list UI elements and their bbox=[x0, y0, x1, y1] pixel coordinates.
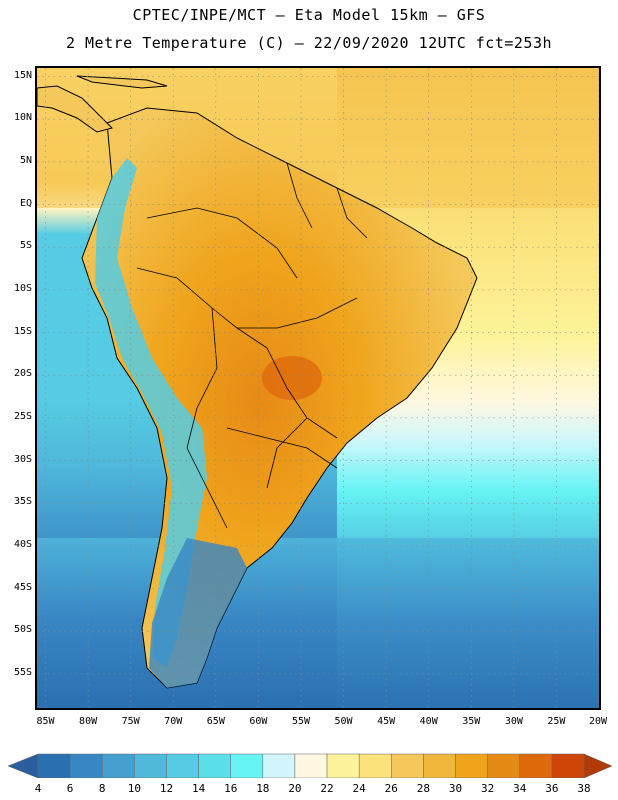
lon-label-12: 25W bbox=[547, 716, 566, 727]
andes-cool-strip bbox=[95, 158, 207, 668]
colorbar-label-10: 24 bbox=[352, 782, 366, 795]
colorbar-label-5: 14 bbox=[191, 782, 206, 795]
colorbar-label-16: 36 bbox=[545, 782, 559, 795]
colorbar-label-14: 32 bbox=[481, 782, 495, 795]
colorbar-swatch-8 bbox=[294, 753, 328, 778]
temperature-colorbar bbox=[7, 753, 613, 778]
colorbar-swatch-10 bbox=[358, 753, 392, 778]
colorbar-swatch-12 bbox=[423, 753, 456, 778]
map-title-line-2: 2 Metre Temperature (C) – 22/09/2020 12U… bbox=[65, 34, 553, 52]
colorbar-swatch-7 bbox=[262, 753, 296, 778]
lat-label-9: 30S bbox=[13, 453, 32, 465]
colorbar-label-0: 4 bbox=[34, 782, 42, 795]
colorbar-swatch-2 bbox=[101, 753, 135, 778]
colorbar-swatch-6 bbox=[230, 753, 264, 778]
lon-label-3: 70W bbox=[164, 716, 183, 727]
colorbar-label-13: 30 bbox=[448, 782, 463, 795]
lat-label-11: 40S bbox=[13, 538, 32, 550]
colorbar-low-arrow bbox=[7, 753, 39, 778]
colorbar-label-15: 34 bbox=[513, 782, 527, 795]
colorbar-swatch-11 bbox=[391, 753, 424, 778]
colorbar-label-1: 6 bbox=[66, 782, 74, 795]
lon-label-10: 35W bbox=[462, 716, 481, 727]
lon-label-5: 60W bbox=[249, 716, 268, 727]
colorbar-label-12: 28 bbox=[416, 782, 431, 795]
lon-label-1: 80W bbox=[79, 716, 98, 727]
lat-lon-grid bbox=[37, 68, 599, 708]
lat-label-3: EQ bbox=[19, 197, 32, 209]
lat-label-7: 20S bbox=[13, 368, 32, 380]
colorbar-label-7: 18 bbox=[256, 782, 270, 795]
lat-label-8: 25S bbox=[13, 410, 32, 422]
lat-label-0: 15N bbox=[13, 69, 32, 81]
colorbar-swatch-16 bbox=[551, 753, 585, 778]
colorbar-swatch-9 bbox=[326, 753, 360, 778]
colorbar-swatch-5 bbox=[198, 753, 231, 778]
lon-label-4: 65W bbox=[206, 716, 225, 727]
lon-label-11: 30W bbox=[504, 716, 523, 727]
lat-label-6: 15S bbox=[13, 325, 32, 337]
lat-label-10: 35S bbox=[13, 496, 32, 508]
map-title-line-1: CPTEC/INPE/MCT – Eta Model 15km – GFS bbox=[132, 6, 486, 24]
colorbar-swatch-15 bbox=[519, 753, 553, 778]
lon-label-13: 20W bbox=[588, 716, 608, 727]
colorbar-swatch-13 bbox=[455, 753, 488, 778]
temperature-map-canvas bbox=[37, 68, 599, 708]
colorbar-label-17: 38 bbox=[577, 782, 591, 795]
lat-label-4: 5S bbox=[19, 240, 32, 252]
lat-label-5: 10S bbox=[13, 282, 32, 294]
temperature-map bbox=[35, 66, 601, 710]
central-america-land bbox=[37, 85, 113, 133]
colorbar-label-4: 12 bbox=[159, 782, 174, 795]
country-borders bbox=[136, 162, 368, 529]
lat-label-14: 55S bbox=[13, 666, 32, 678]
lat-label-12: 45S bbox=[13, 581, 32, 593]
lon-label-9: 40W bbox=[419, 716, 438, 727]
lon-label-6: 55W bbox=[291, 716, 310, 727]
southern-ocean-field bbox=[37, 538, 599, 708]
colorbar-label-3: 10 bbox=[127, 782, 141, 795]
colorbar-swatch-0 bbox=[37, 753, 71, 778]
colorbar-label-6: 16 bbox=[224, 782, 238, 795]
colorbar-label-8: 20 bbox=[288, 782, 302, 795]
lon-label-7: 50W bbox=[334, 716, 353, 727]
colorbar-label-9: 22 bbox=[320, 782, 334, 795]
lat-label-2: 5N bbox=[19, 154, 32, 166]
lat-label-1: 10N bbox=[13, 112, 32, 124]
colorbar-high-arrow bbox=[583, 753, 613, 778]
colorbar-swatch-3 bbox=[134, 753, 167, 778]
lat-label-13: 50S bbox=[13, 624, 32, 636]
colorbar-swatch-4 bbox=[166, 753, 199, 778]
lon-label-2: 75W bbox=[121, 716, 140, 727]
lon-label-0: 85W bbox=[36, 716, 55, 727]
colorbar-swatch-14 bbox=[487, 753, 521, 778]
cuba-island bbox=[76, 75, 168, 89]
colorbar-label-2: 8 bbox=[98, 782, 106, 795]
colorbar-label-11: 26 bbox=[384, 782, 398, 795]
colorbar-swatch-1 bbox=[69, 753, 103, 778]
hot-core bbox=[262, 356, 322, 400]
lon-label-8: 45W bbox=[377, 716, 396, 727]
